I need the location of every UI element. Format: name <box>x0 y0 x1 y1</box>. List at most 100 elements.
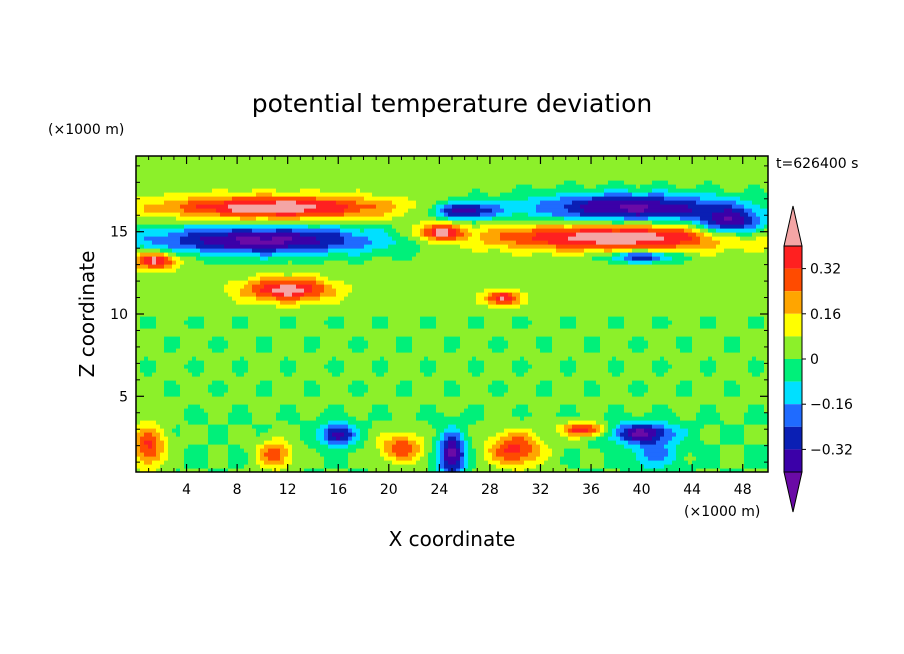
contour-cell <box>292 300 297 305</box>
contour-cell <box>208 464 213 469</box>
contour-cell <box>348 392 353 397</box>
contour-cell <box>240 268 245 273</box>
contour-cell <box>140 224 145 229</box>
contour-cell <box>376 344 381 349</box>
contour-cell <box>204 392 209 397</box>
contour-cell <box>244 200 249 205</box>
contour-cell <box>172 236 177 241</box>
contour-cell <box>216 372 221 377</box>
contour-cell <box>196 260 201 265</box>
contour-cell <box>244 268 249 273</box>
contour-cell <box>300 240 305 245</box>
contour-cell <box>280 344 285 349</box>
contour-cell <box>260 332 265 337</box>
contour-cell <box>172 224 177 229</box>
contour-cell <box>264 196 269 201</box>
contour-cell <box>308 160 313 165</box>
contour-cell <box>288 268 293 273</box>
contour-cell <box>352 444 357 449</box>
contour-cell <box>372 192 377 197</box>
contour-cell <box>212 192 217 197</box>
contour-cell <box>276 292 281 297</box>
contour-cell <box>368 304 373 309</box>
contour-cell <box>156 436 161 441</box>
contour-cell <box>368 424 373 429</box>
contour-cell <box>348 220 353 225</box>
contour-cell <box>168 240 173 245</box>
contour-cell <box>376 424 381 429</box>
contour-cell <box>176 256 181 261</box>
contour-cell <box>344 344 349 349</box>
contour-cell <box>148 376 153 381</box>
contour-cell <box>184 368 189 373</box>
contour-cell <box>364 460 369 465</box>
contour-cell <box>336 224 341 229</box>
contour-cell <box>284 464 289 469</box>
contour-cell <box>280 448 285 453</box>
contour-cell <box>272 212 277 217</box>
contour-cell <box>300 168 305 173</box>
contour-cell <box>356 156 361 161</box>
contour-cell <box>172 212 177 217</box>
contour-cell <box>296 216 301 221</box>
contour-cell <box>376 372 381 377</box>
contour-cell <box>228 324 233 329</box>
contour-cell <box>296 292 301 297</box>
contour-cell <box>352 220 357 225</box>
contour-cell <box>232 444 237 449</box>
contour-cell <box>372 208 377 213</box>
contour-cell <box>180 160 185 165</box>
contour-cell <box>244 164 249 169</box>
contour-cell <box>208 468 213 472</box>
contour-cell <box>364 376 369 381</box>
contour-cell <box>372 364 377 369</box>
contour-cell <box>284 364 289 369</box>
contour-cell <box>376 396 381 401</box>
contour-cell <box>300 420 305 425</box>
contour-cell <box>152 436 157 441</box>
contour-cell <box>256 380 261 385</box>
contour-cell <box>288 172 293 177</box>
contour-cell <box>260 396 265 401</box>
contour-cell <box>372 256 377 261</box>
contour-cell <box>224 232 229 237</box>
contour-cell <box>360 224 365 229</box>
contour-cell <box>272 308 277 313</box>
contour-cell <box>336 364 341 369</box>
contour-cell <box>276 456 281 461</box>
contour-cell <box>380 196 385 201</box>
contour-cell <box>216 176 221 181</box>
contour-cell <box>240 376 245 381</box>
contour-cell <box>188 172 193 177</box>
contour-cell <box>348 400 353 405</box>
contour-cell <box>256 268 261 273</box>
contour-cell <box>220 332 225 337</box>
contour-cell <box>344 224 349 229</box>
contour-cell <box>296 392 301 397</box>
contour-cell <box>292 428 297 433</box>
contour-cell <box>148 460 153 465</box>
contour-cell <box>308 444 313 449</box>
contour-cell <box>228 368 233 373</box>
contour-cell <box>268 156 273 161</box>
contour-cell <box>328 364 333 369</box>
contour-cell <box>232 424 237 429</box>
contour-cell <box>316 204 321 209</box>
contour-cell <box>264 416 269 421</box>
contour-cell <box>228 380 233 385</box>
contour-cell <box>272 280 277 285</box>
contour-cell <box>376 192 381 197</box>
contour-cell <box>320 376 325 381</box>
contour-cell <box>340 248 345 253</box>
contour-cell <box>276 212 281 217</box>
contour-cell <box>220 172 225 177</box>
contour-cell <box>184 312 189 317</box>
contour-cell <box>208 164 213 169</box>
contour-cell <box>288 444 293 449</box>
contour-cell <box>372 168 377 173</box>
contour-cell <box>276 216 281 221</box>
contour-cell <box>344 256 349 261</box>
contour-cell <box>216 252 221 257</box>
contour-cell <box>328 360 333 365</box>
contour-cell <box>220 168 225 173</box>
